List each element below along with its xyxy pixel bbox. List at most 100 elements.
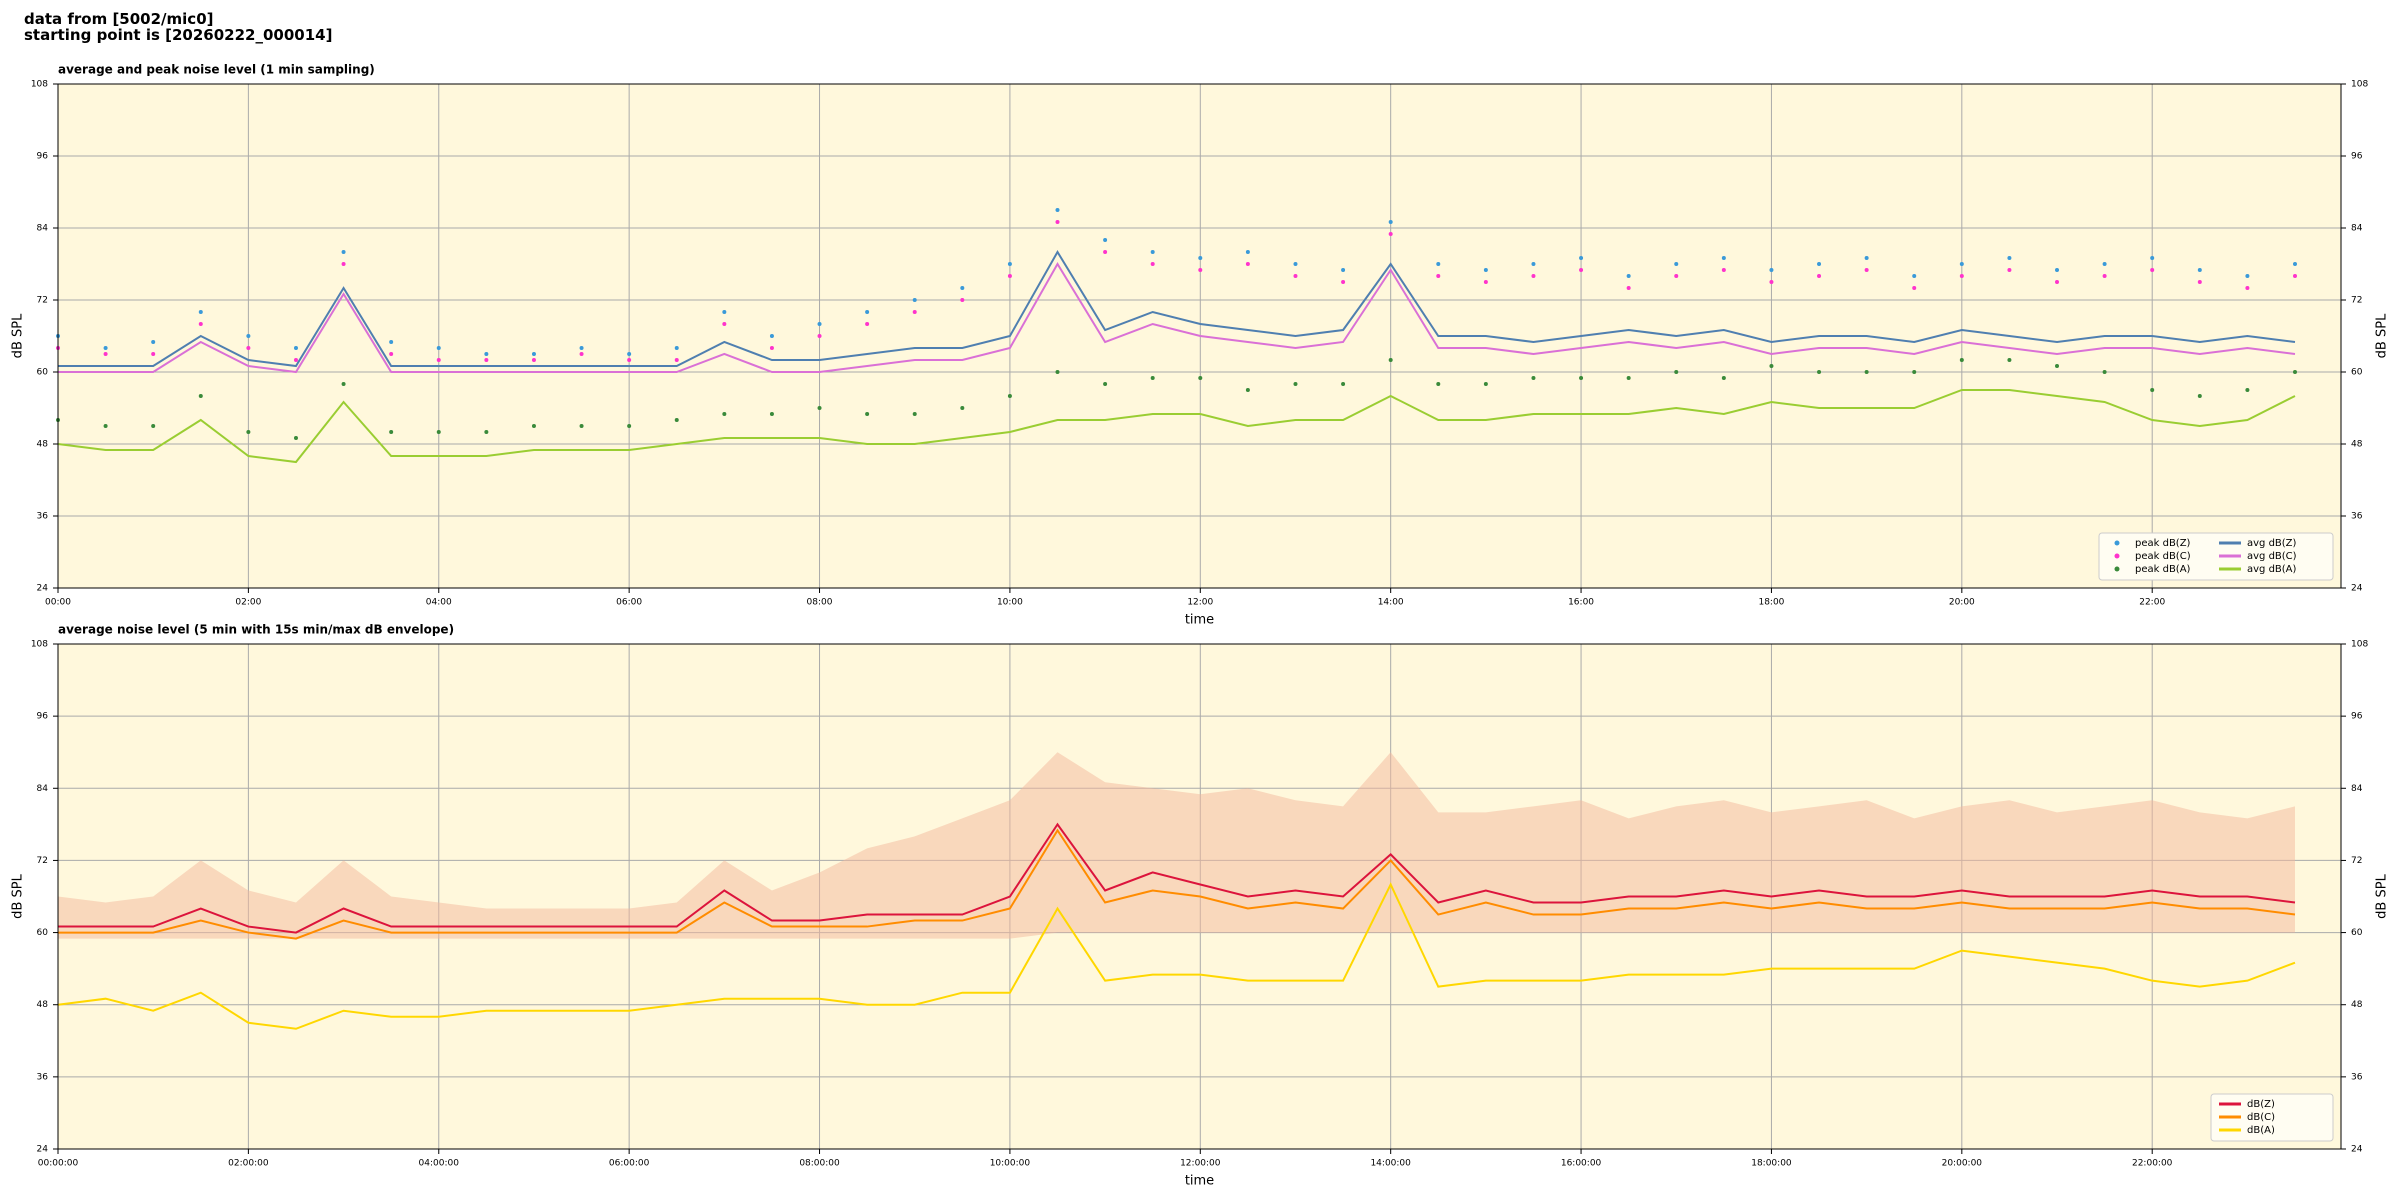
peak-dot <box>1245 250 1250 254</box>
peak-dot <box>960 406 965 410</box>
series-line <box>57 389 2296 464</box>
peak-dot <box>293 358 298 362</box>
peak-dot <box>1388 232 1393 236</box>
peak-dot <box>56 334 60 338</box>
x-tick-label: 22:00 <box>2139 598 2165 608</box>
peak-dot <box>2007 358 2012 362</box>
legend-label: dB(Z) <box>2247 1099 2275 1110</box>
peak-dot <box>293 346 298 350</box>
x-tick-label: 00:00:00 <box>38 1159 79 1169</box>
y-axis-label: dB SPL <box>11 313 26 358</box>
peak-dot <box>246 346 251 350</box>
peak-dot <box>151 340 156 344</box>
peak-dot <box>1388 358 1393 362</box>
peak-dot <box>484 358 489 362</box>
x-tick-label: 10:00 <box>997 598 1023 608</box>
peak-dot <box>389 352 394 356</box>
peak-dot <box>1103 238 1108 242</box>
y-axis-label: dB SPL <box>2375 313 2390 358</box>
legend-label: peak dB(Z) <box>2135 538 2191 549</box>
y-tick-label: 72 <box>37 296 48 306</box>
peak-dot <box>579 352 584 356</box>
peak-dot <box>1912 370 1917 374</box>
peak-dot <box>1007 274 1012 278</box>
peak-dot <box>1721 268 1726 272</box>
peak-dot <box>1912 274 1917 278</box>
chart-title: average and peak noise level (1 min samp… <box>58 63 375 77</box>
peak-dot <box>1817 274 1822 278</box>
peak-dot <box>341 250 346 254</box>
peak-dot <box>1341 268 1346 272</box>
peak-dot <box>2102 370 2107 374</box>
peak-dot <box>1531 376 1536 380</box>
x-tick-label: 16:00 <box>1568 598 1594 608</box>
x-tick-label: 00:00 <box>45 598 71 608</box>
peak-dot <box>912 298 917 302</box>
series-line <box>58 822 2296 934</box>
peak-dot <box>1626 286 1631 290</box>
x-tick-label: 06:00 <box>616 598 642 608</box>
peak-dot <box>1436 262 1441 266</box>
peak-dot <box>1103 382 1108 386</box>
peak-dot <box>769 346 774 350</box>
peak-dot <box>2245 274 2250 278</box>
y-tick-label: 72 <box>2351 296 2362 306</box>
peak-dot <box>1579 268 1584 272</box>
peak-dot <box>960 286 965 290</box>
peak-dot <box>151 352 156 356</box>
peak-dot <box>2150 388 2155 392</box>
peak-dot <box>769 412 774 416</box>
peak-dot <box>817 322 822 326</box>
peak-dot <box>579 346 584 350</box>
y-axis-label: dB SPL <box>2375 873 2390 918</box>
header-line: data from [5002/mic0] <box>24 10 214 28</box>
peak-dot <box>1055 220 1060 224</box>
peak-dot <box>198 322 203 326</box>
peak-dot <box>2055 280 2060 284</box>
peak-dot <box>1579 376 1584 380</box>
peak-dot <box>2007 256 2012 260</box>
peak-dot <box>1674 262 1679 266</box>
y-tick-label: 96 <box>37 712 49 722</box>
y-tick-label: 48 <box>37 440 49 450</box>
x-tick-label: 18:00:00 <box>1751 1159 1792 1169</box>
y-tick-label: 60 <box>2351 928 2363 938</box>
peak-dot <box>436 358 441 362</box>
y-tick-label: 108 <box>31 640 48 650</box>
legend-label: peak dB(C) <box>2135 551 2191 562</box>
peak-dot <box>2292 262 2297 266</box>
legend-label: avg dB(A) <box>2247 564 2297 575</box>
plot-area <box>58 644 2341 1149</box>
peak-dot <box>1483 280 1488 284</box>
peak-dot <box>817 406 822 410</box>
peak-dot <box>1817 262 1822 266</box>
legend-box <box>2210 1093 2334 1142</box>
x-tick-label: 06:00:00 <box>609 1159 650 1169</box>
peak-dot <box>1198 376 1203 380</box>
x-axis-label: time <box>1185 613 1214 628</box>
header-line: starting point is [20260222_000014] <box>24 26 333 44</box>
legend-label: avg dB(Z) <box>2247 538 2297 549</box>
peak-dot <box>1626 274 1631 278</box>
peak-dot <box>1436 382 1441 386</box>
x-tick-label: 12:00 <box>1187 598 1213 608</box>
peak-dot <box>1198 256 1203 260</box>
y-tick-label: 60 <box>2351 368 2363 378</box>
plot-area <box>58 84 2341 588</box>
y-tick-label: 24 <box>37 584 49 594</box>
y-tick-label: 72 <box>37 856 48 866</box>
peak-dot <box>1864 268 1869 272</box>
y-tick-label: 48 <box>2351 440 2363 450</box>
peak-dot <box>1007 394 1012 398</box>
legend-label: dB(C) <box>2247 1112 2275 1123</box>
y-tick-label: 108 <box>2351 80 2368 90</box>
peak-dot <box>2007 268 2012 272</box>
peak-dot <box>627 424 632 428</box>
y-tick-label: 96 <box>2351 712 2363 722</box>
legend-label: dB(A) <box>2247 1125 2275 1136</box>
peak-dot <box>1531 274 1536 278</box>
x-tick-label: 10:00:00 <box>990 1159 1031 1169</box>
peak-dot <box>2102 262 2107 266</box>
peak-dot <box>436 346 441 350</box>
